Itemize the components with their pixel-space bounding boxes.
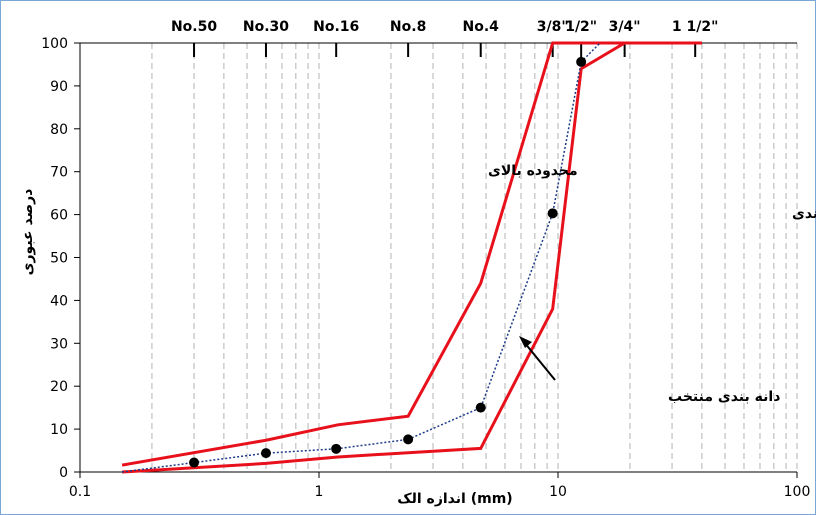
data-point — [547, 208, 558, 219]
data-point — [331, 443, 342, 454]
y-tick-label: 50 — [50, 251, 68, 267]
series-line-0 — [121, 41, 702, 467]
y-tick-label: 60 — [50, 208, 68, 224]
annotation-arrow — [519, 336, 556, 381]
y-tick-label: 30 — [50, 336, 68, 352]
x-tick-label: 100 — [784, 484, 811, 500]
data-point — [576, 56, 587, 67]
sieve-tick-label: No.30 — [243, 19, 289, 35]
sieve-tick-label: No.16 — [313, 19, 359, 35]
y-axis-title: درصد عبوری — [20, 189, 36, 276]
sieve-tick-label: No.8 — [390, 19, 426, 35]
x-axis-title: (mm) اندازه الک — [397, 491, 512, 507]
series — [121, 41, 702, 474]
annotation-selected-gradation: دانه بندی منتخب — [668, 389, 780, 405]
vertical-grid — [151, 43, 798, 472]
y-tick-label: 10 — [50, 422, 68, 438]
sieve-tick-label: No.50 — [171, 19, 217, 35]
y-tick-label: 80 — [50, 122, 68, 138]
y-tick-label: 20 — [50, 379, 68, 395]
y-tick-label: 0 — [59, 465, 68, 481]
series-line-1 — [121, 41, 702, 474]
data-point — [475, 402, 486, 413]
x-tick-label: 10 — [549, 484, 567, 500]
x-ticks: 0.1 1 10 100 — [69, 472, 811, 500]
y-ticks: 0 10 20 30 40 50 60 70 80 90 100 — [41, 36, 80, 481]
axes — [79, 42, 797, 473]
sieve-ticks: No.50 No.30 No.16 No.8 No.4 3/8"1/2" 3/4" 1 1/2… — [171, 19, 718, 57]
sieve-tick-label: 3/8" — [537, 19, 569, 35]
y-tick-label: 40 — [50, 293, 68, 309]
y-tick-label: 100 — [41, 36, 68, 52]
sieve-tick-label: 1 1/2" — [672, 19, 719, 35]
y-tick-label: 70 — [50, 165, 68, 181]
data-point — [189, 457, 200, 468]
data-point — [260, 448, 271, 459]
y-tick-label: 90 — [50, 79, 68, 95]
sieve-tick-label: 1/2" — [565, 19, 597, 35]
sieve-tick-label: No.4 — [463, 19, 500, 35]
data-point — [403, 434, 414, 445]
annotation-lower-limit: محدوده پایین دانه‌بندی — [792, 206, 816, 222]
x-tick-label: 0.1 — [69, 484, 91, 500]
sieve-tick-label: 3/4" — [609, 19, 641, 35]
x-tick-label: 1 — [315, 484, 324, 500]
annotation-upper-limit: محدوده بالای — [488, 163, 578, 179]
